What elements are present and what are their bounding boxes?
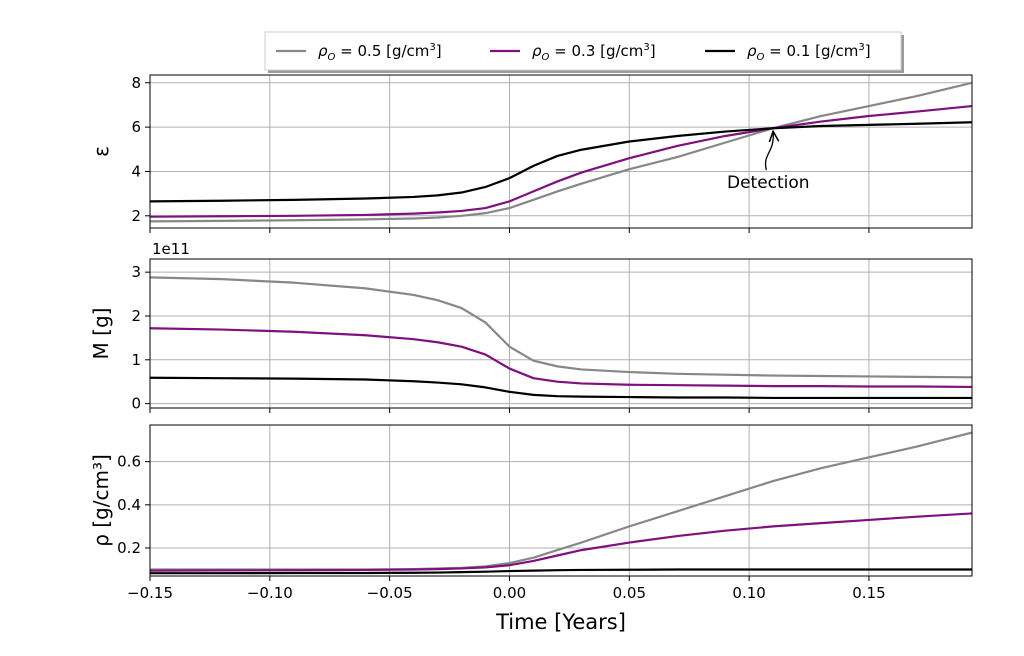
annotation-arrow	[764, 131, 774, 171]
panels: 2 4 6 8 ε Detection 0 1 2 3 M [g] 1e11 0.2 0.4 0.6ρ [g…	[89, 74, 973, 634]
y-axis-label: ε	[89, 146, 113, 157]
series-line-2	[149, 104, 973, 218]
y-tick-label: 0.4	[117, 496, 141, 514]
axes-frame	[149, 258, 973, 409]
series-line-3	[150, 568, 972, 575]
legend: ρO = 0.5 [g/cm3] ρO = 0.3 [g/cm3] ρO = 0.1…	[264, 31, 904, 73]
x-axis-label: Time [Years]	[495, 610, 626, 634]
legend-entry-2: ρO = 0.3 [g/cm3]	[490, 42, 656, 63]
panel-3: 0.2 0.4 0.6ρ [g/cm³] −0.15 −0.10 −0.05 0.00 0.0…	[89, 424, 973, 634]
series-line-3	[149, 376, 972, 400]
panel-1: 2 4 6 8 ε Detection	[89, 74, 973, 233]
legend-label: ρO = 0.5 [g/cm3]	[318, 42, 442, 63]
y-tick-label: 6	[131, 118, 141, 136]
y-tick-label: 0.2	[117, 539, 141, 557]
axes-frame	[149, 424, 973, 577]
x-tick-label: 0.15	[852, 584, 885, 602]
y-axis-label: M [g]	[89, 308, 113, 360]
legend-label: ρO = 0.1 [g/cm3]	[747, 42, 871, 63]
y-tick-label: 0	[131, 395, 141, 413]
series-line-1	[149, 81, 973, 223]
y-axis-label: ρ [g/cm³]	[89, 454, 113, 547]
panel-2: 0 1 2 3 M [g] 1e11	[89, 240, 973, 413]
series-line-2	[149, 512, 973, 572]
legend-entry-1: ρO = 0.5 [g/cm3]	[276, 42, 442, 63]
x-tick-label: 0.05	[613, 584, 646, 602]
x-tick-label: −0.10	[247, 584, 293, 602]
legend-box	[264, 31, 902, 71]
y-tick-label: 3	[131, 263, 141, 281]
series-line-1	[150, 431, 973, 571]
axes-frame	[149, 74, 973, 229]
x-tick-label: −0.15	[127, 584, 173, 602]
y-tick-label: 1	[131, 351, 141, 369]
x-tick-label: 0.00	[493, 584, 526, 602]
y-tick-label: 8	[131, 74, 141, 92]
y-offset-text: 1e11	[152, 240, 190, 258]
x-tick-label: 0.10	[732, 584, 765, 602]
y-tick-label: 0.6	[117, 453, 141, 471]
annotation-text: Detection	[727, 173, 810, 193]
y-tick-label: 4	[131, 162, 141, 180]
legend-label: ρO = 0.3 [g/cm3]	[532, 42, 656, 63]
y-tick-label: 2	[131, 307, 141, 325]
series-line-1	[149, 276, 973, 379]
x-tick-label: −0.05	[367, 584, 413, 602]
series-line-3	[149, 121, 973, 203]
series-line-2	[149, 327, 973, 389]
y-tick-label: 2	[131, 207, 141, 225]
legend-entry-3: ρO = 0.1 [g/cm3]	[705, 42, 871, 63]
